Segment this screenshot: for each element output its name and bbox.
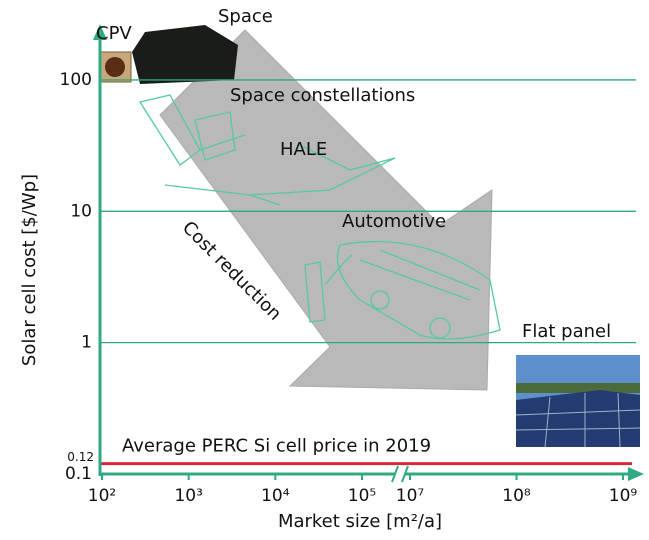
y-tick-label: 0.1 — [65, 464, 92, 484]
annotation: CPV — [96, 23, 132, 44]
axis-break — [401, 465, 409, 483]
annotation: Flat panel — [522, 321, 611, 342]
annotation: HALE — [280, 139, 327, 160]
x-tick-label: 10⁹ — [609, 486, 638, 506]
x-tick-label: 10⁷ — [396, 486, 425, 506]
axis-break-gap — [395, 470, 405, 478]
flat-panel-image — [515, 355, 641, 448]
x-axis-arrow — [628, 467, 644, 481]
annotation: Space — [218, 6, 273, 27]
cost-arrow — [159, 29, 493, 391]
y-axis-label: Solar cell cost [$/Wp] — [19, 174, 40, 366]
y-tick-label: 1 — [81, 333, 92, 353]
reference-value: 0.12 — [67, 450, 94, 464]
y-tick-label: 10 — [70, 201, 92, 221]
annotation: Automotive — [342, 211, 446, 232]
reference-label: Average PERC Si cell price in 2019 — [122, 436, 431, 457]
x-tick-label: 10⁵ — [348, 486, 376, 506]
annotation: Space constellations — [230, 85, 415, 106]
x-tick-label: 10⁸ — [502, 486, 531, 506]
x-tick-label: 10³ — [174, 486, 202, 506]
x-tick-label: 10² — [88, 486, 116, 506]
y-axis-arrow — [93, 24, 107, 40]
axis-break — [391, 465, 399, 483]
y-tick-label: 100 — [60, 70, 92, 90]
cpv-cell — [105, 57, 125, 77]
space-image — [132, 25, 238, 84]
wireframes — [138, 94, 501, 340]
x-tick-label: 10⁴ — [261, 486, 290, 506]
x-axis-label: Market size [m²/a] — [278, 511, 442, 532]
